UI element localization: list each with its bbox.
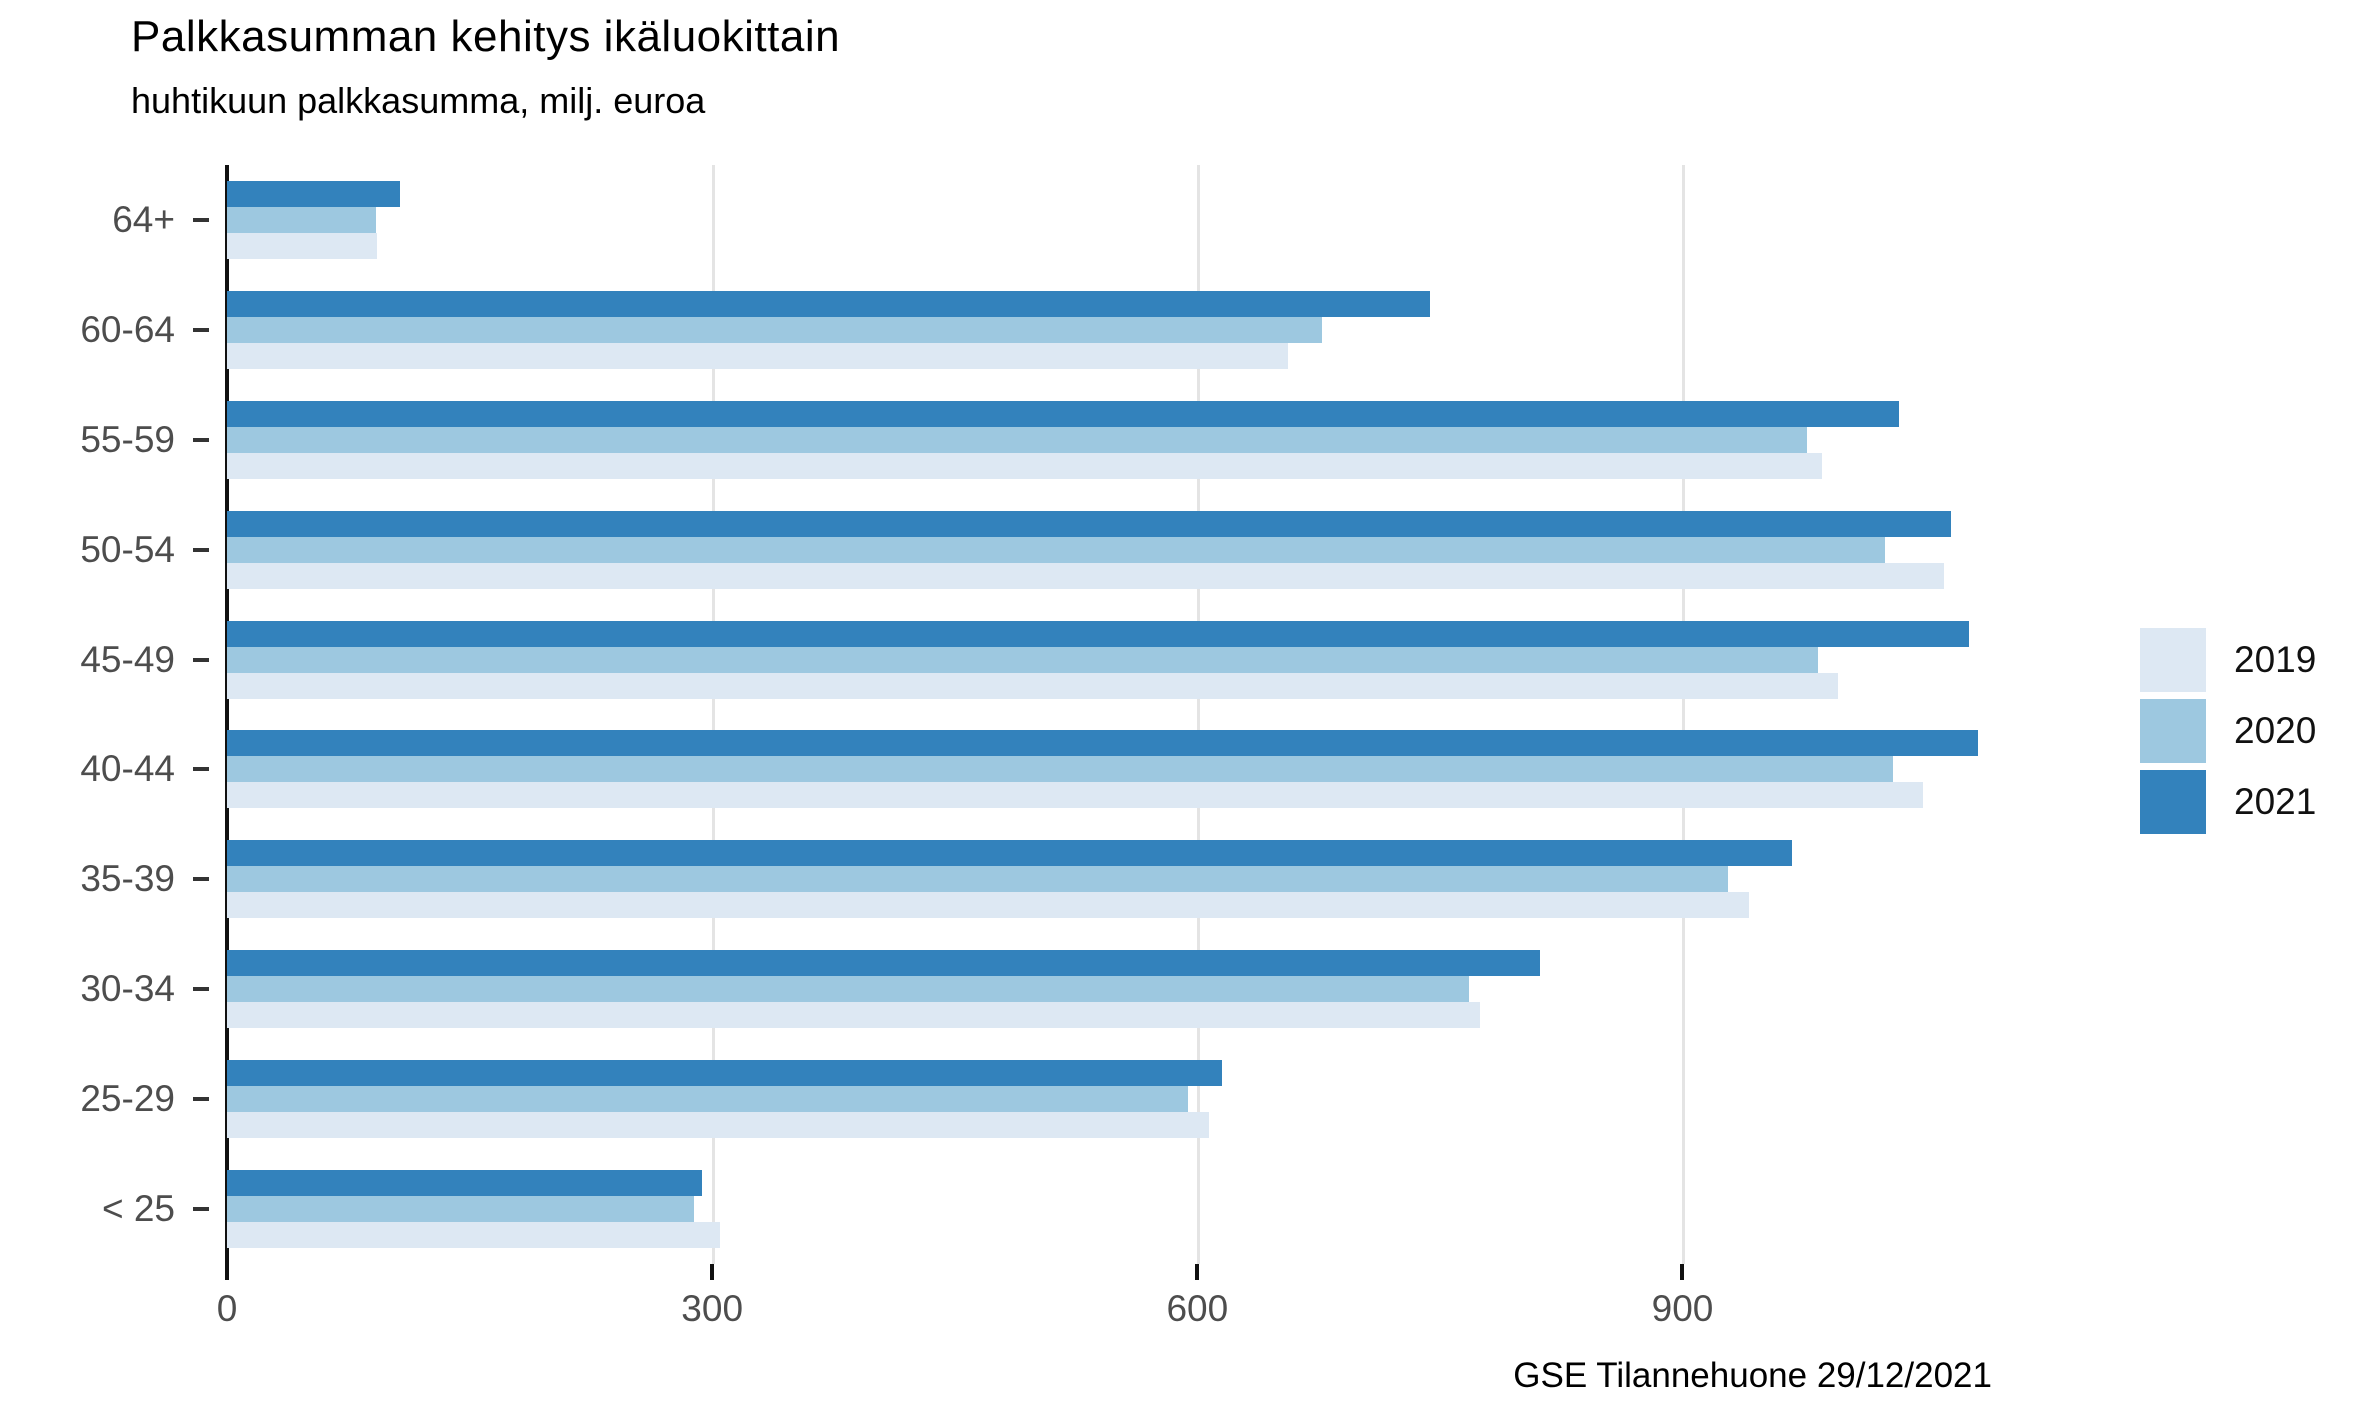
x-axis-tick-300 [710, 1264, 715, 1280]
legend-label-2019: 2019 [2234, 639, 2317, 680]
y-axis: 64+ 60-64 55-59 50-54 45-49 40-44 35-39 30-34 25… [0, 165, 227, 1264]
legend-item-2020: 2020 [2140, 699, 2316, 763]
x-axis-label-300: 300 [681, 1288, 744, 1329]
y-axis-label-30-34: 30-34 [80, 968, 175, 1010]
y-axis-label-60-64: 60-64 [80, 308, 175, 350]
bar-2019-50-54 [227, 562, 1945, 589]
bar-2019-25-29 [227, 1112, 1209, 1139]
bar-group-35-39 [227, 824, 2069, 934]
y-row-< 25: < 25 [0, 1154, 227, 1264]
bar-2019-60-64 [227, 342, 1288, 369]
bar-2021-50-54 [227, 510, 1951, 537]
gridline-x-900 [1682, 165, 1686, 1264]
legend-swatch-2020 [2140, 699, 2206, 763]
bar-group-55-59 [227, 385, 2069, 495]
bar-2021-25-29 [227, 1060, 1222, 1087]
legend: 2019 2020 2021 [2140, 628, 2316, 841]
y-axis-label-< 25: < 25 [101, 1188, 175, 1230]
bar-2021-55-59 [227, 400, 1900, 427]
bar-2019-40-44 [227, 782, 1924, 809]
legend-swatch-2021 [2140, 770, 2206, 834]
y-axis-label-35-39: 35-39 [80, 858, 175, 900]
bar-2020-50-54 [227, 536, 1885, 563]
y-axis-label-25-29: 25-29 [80, 1078, 175, 1120]
y-axis-line [225, 165, 229, 1264]
x-axis-tick-900 [1680, 1264, 1685, 1280]
bar-group-40-44 [227, 715, 2069, 825]
y-row-64+: 64+ [0, 165, 227, 275]
legend-label-2020: 2020 [2234, 710, 2317, 751]
y-row-35-39: 35-39 [0, 824, 227, 934]
x-axis-tick-600 [1195, 1264, 1200, 1280]
gridline-x-600 [1197, 165, 1201, 1264]
bar-2020-60-64 [227, 316, 1322, 343]
bar-2020-40-44 [227, 756, 1893, 783]
x-axis-label-900: 900 [1651, 1288, 1714, 1329]
bar-2020-35-39 [227, 866, 1728, 893]
bar-2020-55-59 [227, 426, 1807, 453]
y-axis-tick-40-44 [193, 767, 209, 772]
x-axis-label-0: 0 [216, 1288, 238, 1329]
bar-2021-45-49 [227, 620, 1969, 647]
bar-group-45-49 [227, 605, 2069, 715]
bar-2019-30-34 [227, 1002, 1481, 1029]
bar-group-25-29 [227, 1044, 2069, 1154]
y-row-60-64: 60-64 [0, 275, 227, 385]
y-axis-label-50-54: 50-54 [80, 528, 175, 570]
bar-2021-40-44 [227, 730, 1979, 757]
y-axis-tick-25-29 [193, 1097, 209, 1102]
legend-item-2019: 2019 [2140, 628, 2316, 692]
bar-2021-< 25 [227, 1170, 703, 1197]
y-axis-label-45-49: 45-49 [80, 638, 175, 680]
y-row-25-29: 25-29 [0, 1044, 227, 1154]
chart-caption: GSE Tilannehuone 29/12/2021 [1513, 1356, 1992, 1395]
x-axis-tick-0 [225, 1264, 229, 1280]
y-axis-label-40-44: 40-44 [80, 748, 175, 790]
bar-group-50-54 [227, 495, 2069, 605]
y-axis-tick-64+ [193, 217, 209, 222]
bar-2020-45-49 [227, 646, 1819, 673]
bar-2020-30-34 [227, 976, 1470, 1003]
bar-2021-30-34 [227, 950, 1541, 977]
bar-group-30-34 [227, 934, 2069, 1044]
plot-panel [225, 165, 2069, 1264]
x-axis-label-600: 600 [1166, 1288, 1229, 1329]
legend-swatch-2019 [2140, 628, 2206, 692]
bar-2021-64+ [227, 180, 401, 207]
bar-group-< 25 [227, 1154, 2069, 1264]
bar-2019-< 25 [227, 1222, 721, 1249]
y-axis-tick-30-34 [193, 987, 209, 992]
bar-2021-35-39 [227, 840, 1793, 867]
y-row-50-54: 50-54 [0, 495, 227, 605]
bar-2021-60-64 [227, 290, 1431, 317]
y-row-30-34: 30-34 [0, 934, 227, 1044]
chart-subtitle: huhtikuun palkkasumma, milj. euroa [131, 80, 706, 121]
y-axis-label-64+: 64+ [112, 198, 175, 240]
legend-item-2021: 2021 [2140, 770, 2316, 834]
bar-2019-45-49 [227, 672, 1838, 699]
bar-2019-55-59 [227, 452, 1822, 479]
legend-label-2021: 2021 [2234, 781, 2317, 822]
bar-group-60-64 [227, 275, 2069, 385]
gridline-x-300 [712, 165, 716, 1264]
y-axis-tick-50-54 [193, 547, 209, 552]
y-axis-tick-60-64 [193, 327, 209, 332]
y-axis-label-55-59: 55-59 [80, 418, 175, 460]
y-axis-tick-55-59 [193, 437, 209, 442]
bar-2019-64+ [227, 232, 378, 259]
bar-group-64+ [227, 165, 2069, 275]
y-row-45-49: 45-49 [0, 605, 227, 715]
y-axis-tick-45-49 [193, 657, 209, 662]
bar-2019-35-39 [227, 892, 1749, 919]
bar-2020-25-29 [227, 1086, 1188, 1113]
y-row-40-44: 40-44 [0, 715, 227, 825]
chart-title: Palkkasumman kehitys ikäluokittain [131, 12, 841, 61]
bar-2020-64+ [227, 206, 376, 233]
y-row-55-59: 55-59 [0, 385, 227, 495]
y-axis-tick-35-39 [193, 877, 209, 882]
y-axis-tick-< 25 [193, 1207, 209, 1212]
bar-2020-< 25 [227, 1196, 695, 1223]
x-axis: 0 300 600 900 [217, 1264, 2069, 1354]
